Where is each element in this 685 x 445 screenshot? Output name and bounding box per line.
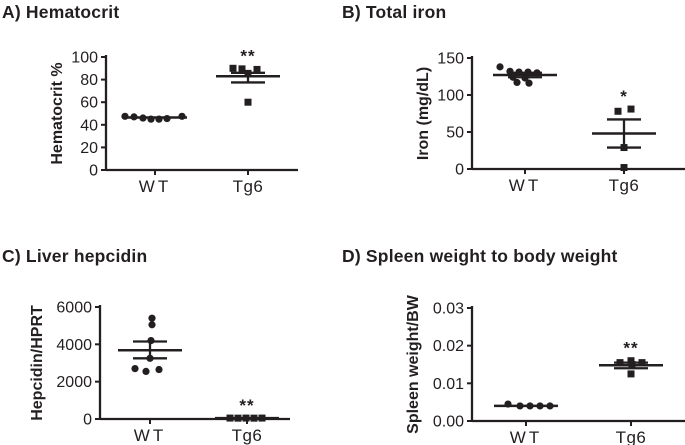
panel-b-title: B) Total iron — [342, 2, 447, 22]
data-point — [628, 361, 636, 368]
data-point — [242, 414, 250, 422]
data-point — [506, 67, 514, 75]
data-point — [525, 79, 533, 87]
y-tick-label: 0 — [455, 162, 464, 179]
data-point — [178, 112, 186, 120]
data-point — [614, 107, 622, 115]
data-point — [155, 115, 163, 123]
data-point — [496, 63, 504, 71]
data-point — [146, 354, 154, 362]
x-tick-label: Tg6 — [232, 426, 263, 445]
significance-marker: * — [620, 87, 628, 106]
y-axis-label: Hematocrit % — [49, 62, 66, 164]
x-tick-label: WT — [134, 426, 166, 445]
data-point — [620, 164, 628, 172]
y-tick-label: 0.00 — [433, 414, 464, 431]
data-point — [139, 114, 147, 122]
data-point — [250, 414, 258, 422]
data-point — [638, 359, 646, 367]
data-point — [504, 400, 512, 408]
y-tick-label: 0 — [89, 163, 98, 180]
data-point — [148, 314, 156, 322]
panel-a-title: A) Hematocrit — [2, 2, 120, 22]
y-axis-label: Spleen weight/BW — [405, 294, 422, 434]
data-point — [142, 367, 150, 375]
y-tick-label: 60 — [80, 95, 98, 112]
data-point — [513, 78, 521, 87]
x-tick-label: Tg6 — [616, 428, 647, 445]
y-tick-label: 50 — [446, 125, 464, 142]
data-point — [226, 414, 234, 422]
y-axis-label: Hepcidin/HPRT — [29, 305, 46, 421]
data-point — [253, 65, 261, 73]
data-point — [620, 144, 628, 152]
data-point — [627, 105, 635, 113]
data-point — [148, 321, 156, 329]
x-tick-label: WT — [510, 428, 542, 445]
significance-marker: ** — [623, 339, 638, 358]
data-point — [155, 365, 163, 374]
data-point — [509, 73, 517, 81]
x-tick-label: Tg6 — [609, 176, 640, 195]
y-axis-label: Iron (mg/dL) — [415, 67, 432, 160]
data-point — [238, 65, 246, 73]
data-point — [627, 357, 635, 365]
y-tick-label: 2000 — [56, 374, 92, 391]
data-point — [229, 64, 237, 72]
x-tick-label: Tg6 — [233, 177, 264, 196]
panel-c-title: C) Liver hepcidin — [2, 246, 148, 266]
data-point — [163, 114, 171, 123]
data-point — [234, 414, 242, 422]
data-point — [131, 365, 139, 373]
data-point — [533, 69, 541, 77]
y-tick-label: 0.03 — [433, 301, 464, 318]
data-point — [147, 115, 155, 123]
y-tick-label: 20 — [80, 140, 98, 157]
y-tick-label: 80 — [80, 72, 98, 89]
data-point — [244, 69, 252, 77]
y-tick-label: 100 — [71, 50, 98, 67]
data-point — [524, 68, 532, 76]
data-point — [521, 74, 529, 82]
data-point — [121, 112, 129, 120]
significance-marker: ** — [240, 46, 255, 65]
data-point — [515, 68, 523, 76]
y-tick-label: 40 — [80, 117, 98, 134]
data-point — [536, 402, 544, 410]
x-tick-label: WT — [509, 176, 541, 195]
y-tick-label: 0 — [83, 412, 92, 429]
data-point — [516, 402, 524, 410]
data-point — [616, 359, 624, 367]
y-tick-label: 100 — [437, 88, 464, 105]
y-tick-label: 0.01 — [433, 376, 464, 393]
data-point — [546, 402, 554, 410]
significance-marker: ** — [239, 396, 254, 415]
data-point — [258, 414, 266, 422]
data-point — [244, 98, 252, 106]
y-tick-label: 0.02 — [433, 338, 464, 355]
y-tick-label: 4000 — [56, 337, 92, 354]
data-point — [130, 113, 138, 121]
y-tick-label: 6000 — [56, 300, 92, 317]
data-point — [526, 402, 534, 410]
y-tick-label: 150 — [437, 51, 464, 68]
data-point — [147, 337, 155, 345]
data-point — [627, 370, 635, 378]
x-tick-label: WT — [139, 177, 171, 196]
panel-d-title: D) Spleen weight to body weight — [342, 246, 618, 266]
